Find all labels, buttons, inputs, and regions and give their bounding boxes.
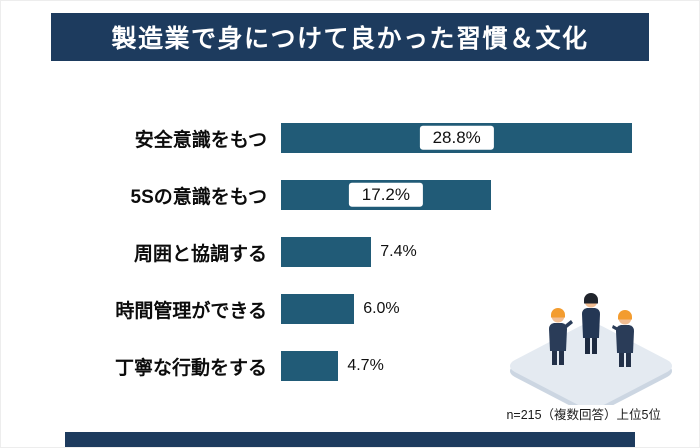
category-label: 丁寧な行動をする: [114, 357, 267, 379]
chart-row: 時間管理ができる 6.0%: [39, 294, 647, 324]
bar: [281, 237, 372, 267]
page-title: 製造業で身につけて良かった習慣＆文化: [111, 25, 589, 53]
bar-track: 28.8%: [281, 123, 647, 153]
worker-center: [582, 293, 600, 354]
chart-row: 丁寧な行動をする 4.7%: [39, 351, 647, 381]
workers-illustration: [509, 293, 673, 405]
value-label: 7.4%: [380, 243, 417, 260]
bar-track: 7.4%: [281, 237, 647, 267]
bar: [281, 351, 339, 381]
bottom-strip: [65, 432, 635, 447]
title-banner: 製造業で身につけて良かった習慣＆文化: [51, 13, 649, 61]
bar: [281, 294, 355, 324]
bar-track: 6.0%: [281, 294, 647, 324]
worker-left: [549, 308, 573, 365]
value-label: 17.2%: [348, 182, 424, 208]
bar-track: 4.7%: [281, 351, 647, 381]
value-label: 28.8%: [419, 125, 494, 151]
chart-row: 周囲と協調する 7.4%: [39, 237, 647, 267]
chart-row: 安全意識をもつ 28.8%: [39, 123, 647, 153]
value-label: 6.0%: [363, 300, 400, 317]
category-label: 5Sの意識をもつ: [130, 186, 267, 208]
category-label: 安全意識をもつ: [134, 129, 267, 151]
value-label: 4.7%: [347, 357, 384, 374]
worker-right: [612, 310, 634, 367]
category-label: 周囲と協調する: [133, 243, 267, 265]
category-label: 時間管理ができる: [115, 300, 267, 322]
bar-track: 17.2%: [281, 180, 647, 210]
sample-size-note: n=215（複数回答）上位5位: [506, 408, 661, 422]
chart-row: 5Sの意識をもつ 17.2%: [39, 180, 647, 210]
bar-chart: 安全意識をもつ 28.8% 5Sの意識をもつ 17.2% 周囲と協調する 7.4% 時間管理…: [39, 123, 647, 408]
